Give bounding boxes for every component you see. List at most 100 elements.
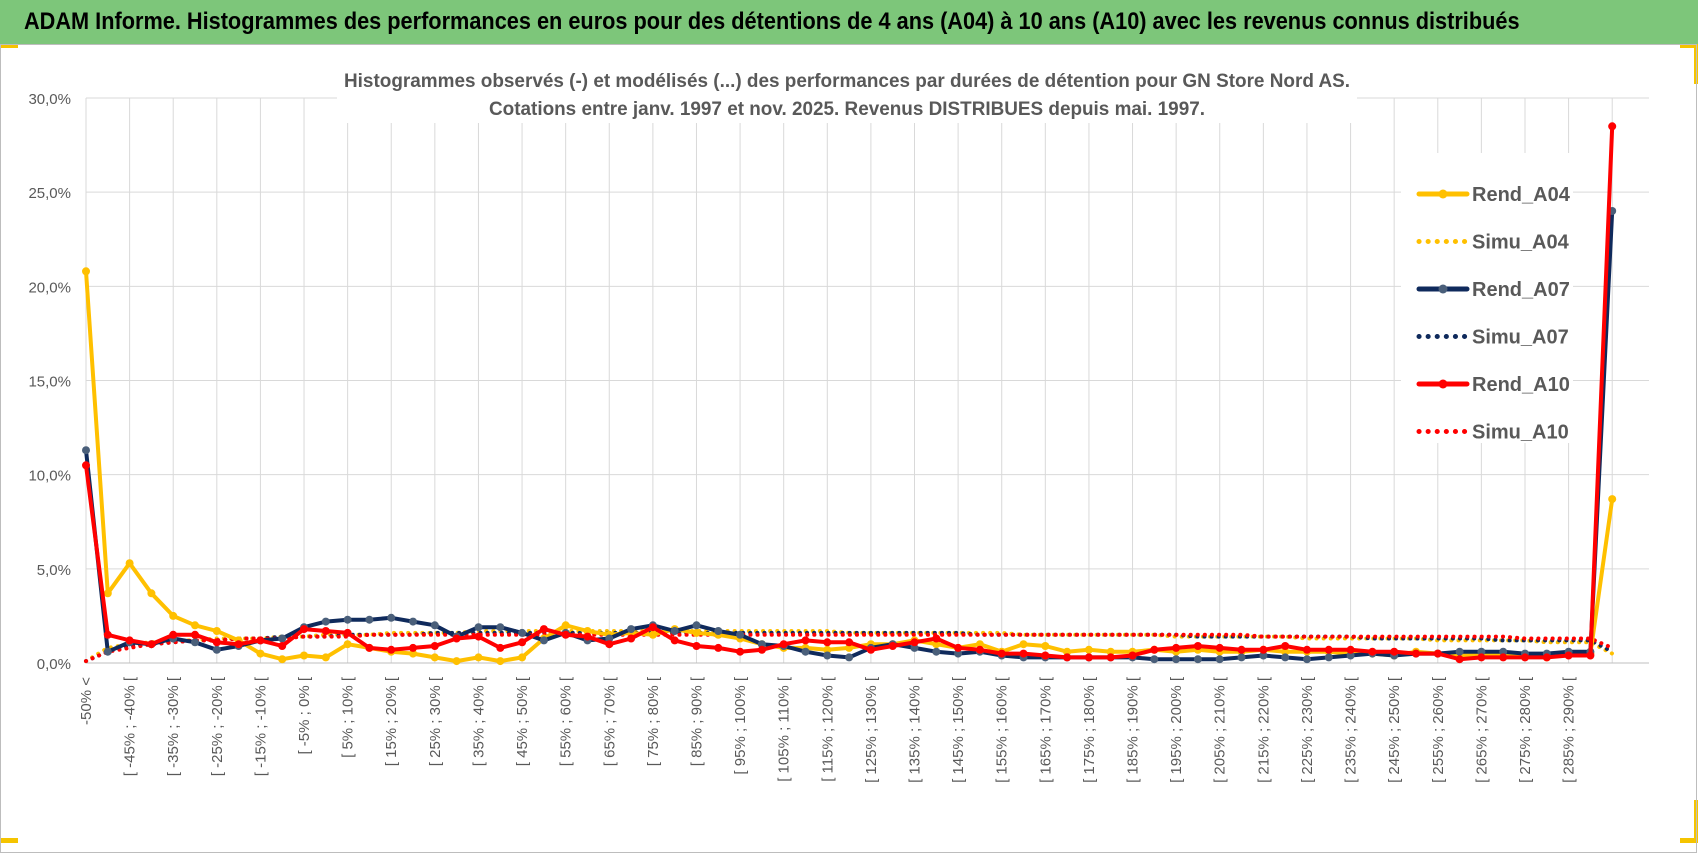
point-rend_a07	[518, 628, 527, 637]
point-rend_a07	[365, 615, 374, 624]
point-rend_a04	[1084, 645, 1093, 654]
legend: Rend_A04 Simu_A04 Rend_A07 Simu_A07 Rend_A10…	[1401, 153, 1573, 444]
point-rend_a07	[1455, 647, 1464, 656]
point-rend_a10	[365, 643, 374, 652]
point-rend_a04	[975, 640, 984, 649]
point-rend_a04	[82, 267, 90, 276]
series-line-rend_a10	[84, 124, 1615, 662]
point-rend_a10	[1084, 653, 1093, 662]
x-tick-label: [ 85% ; 90% [	[688, 676, 705, 766]
legend-background	[1401, 153, 1573, 443]
x-tick-label: [ 195% ; 200% [	[1168, 676, 1185, 783]
point-rend_a10	[1172, 643, 1181, 652]
point-rend_a07	[757, 640, 766, 649]
point-rend_a04	[300, 651, 308, 660]
point-rend_a07	[845, 653, 854, 662]
legend-label-rend_a10: Rend_A10	[1472, 374, 1570, 396]
point-rend_a07	[1150, 655, 1159, 664]
x-tick-label: [ 5% ; 10% [	[340, 676, 357, 758]
x-tick-label: [ -25% ; -20% [	[209, 676, 226, 776]
x-tick-label: [ 245% ; 250% [	[1386, 676, 1403, 783]
point-rend_a10	[736, 647, 745, 656]
x-tick-label: [ 265% ; 270% [	[1473, 676, 1490, 783]
point-rend_a04	[496, 657, 505, 666]
point-rend_a04	[932, 640, 941, 649]
point-rend_a10	[518, 638, 527, 647]
x-tick-label: [ 285% ; 290% [	[1561, 676, 1578, 783]
x-tick-label: [ -5% ; 0% [	[296, 676, 313, 754]
x-tick-label: [ 95% ; 100% [	[732, 676, 749, 774]
point-rend_a04	[212, 627, 221, 635]
chart-title-line1: Histogrammes observés (-) et modélisés (…	[344, 71, 1350, 92]
point-rend_a10	[1477, 653, 1486, 662]
x-tick-label: [ -35% ; -30% [	[165, 676, 182, 776]
point-rend_a07	[1477, 647, 1486, 656]
point-rend_a10	[1259, 645, 1268, 654]
point-rend_a10	[932, 634, 941, 643]
point-rend_a10	[583, 632, 592, 641]
point-rend_a10	[387, 645, 396, 654]
point-rend_a10	[954, 643, 963, 652]
point-rend_a10	[169, 630, 178, 639]
corner-mark-bottom-right	[1680, 838, 1698, 843]
point-rend_a10	[430, 642, 439, 650]
point-rend_a10	[1564, 651, 1573, 660]
point-rend_a10	[605, 640, 614, 649]
point-rend_a10	[1128, 651, 1137, 660]
legend-label-rend_a04: Rend_A04	[1472, 184, 1571, 206]
x-tick-label: [ 15% ; 20% [	[383, 676, 400, 766]
point-rend_a07	[278, 634, 287, 643]
point-rend_a10	[1346, 645, 1355, 654]
legend-label-rend_a07: Rend_A07	[1472, 279, 1570, 301]
point-rend_a07	[1193, 655, 1202, 664]
x-tick-label: [ 225% ; 230% [	[1299, 676, 1316, 783]
point-rend_a07	[409, 617, 417, 626]
point-rend_a07	[539, 636, 548, 645]
point-rend_a10	[1586, 651, 1595, 660]
histogram-chart: 0,0% 5,0% 10,0% 15,0% 20,0% 25,0% 30,0% -50% <…	[28, 59, 1649, 783]
point-rend_a10	[409, 643, 417, 652]
point-rend_a10	[1063, 653, 1072, 662]
x-tick-label: [ 35% ; 40% [	[470, 676, 487, 766]
series-line-rend_a04	[84, 269, 1615, 664]
point-rend_a10	[866, 645, 875, 654]
point-rend_a10	[452, 634, 461, 643]
x-tick-label: [ 75% ; 80% [	[645, 676, 662, 766]
point-rend_a04	[1019, 640, 1028, 649]
point-rend_a07	[82, 446, 90, 455]
point-rend_a04	[169, 611, 178, 620]
point-rend_a10	[1237, 645, 1246, 654]
point-rend_a10	[1608, 122, 1617, 131]
point-rend_a10	[801, 636, 810, 645]
point-rend_a07	[212, 645, 221, 654]
point-rend_a07	[605, 634, 614, 643]
series-line-simu_a10	[84, 632, 1615, 664]
point-rend_a04	[823, 645, 832, 654]
x-tick-label: [ 215% ; 220% [	[1255, 676, 1272, 783]
point-rend_a04	[256, 649, 265, 658]
point-rend_a10	[975, 645, 984, 654]
point-rend_a07	[823, 651, 832, 660]
point-rend_a07	[103, 647, 112, 656]
legend-marker-rend_a10	[1438, 379, 1448, 389]
point-rend_a10	[496, 643, 505, 652]
point-rend_a04	[409, 649, 417, 658]
point-rend_a04	[845, 643, 854, 652]
point-rend_a10	[1324, 645, 1333, 654]
point-rend_a10	[714, 643, 723, 652]
point-rend_a04	[518, 653, 527, 662]
point-rend_a07	[692, 621, 701, 630]
x-tick-label: [ 275% ; 280% [	[1517, 676, 1534, 783]
x-tick-label: [ 155% ; 160% [	[994, 676, 1011, 783]
point-rend_a04	[125, 559, 134, 568]
point-rend_a07	[191, 638, 199, 647]
x-tick-label: [ -45% ; -40% [	[122, 676, 139, 776]
point-rend_a04	[343, 640, 352, 649]
point-rend_a07	[343, 615, 352, 624]
legend-marker-rend_a07	[1438, 284, 1448, 294]
point-rend_a10	[1542, 653, 1551, 662]
y-tick-label: 30,0%	[28, 91, 71, 108]
point-rend_a07	[387, 613, 396, 622]
y-tick-label: 5,0%	[37, 562, 71, 579]
point-rend_a10	[757, 645, 766, 654]
